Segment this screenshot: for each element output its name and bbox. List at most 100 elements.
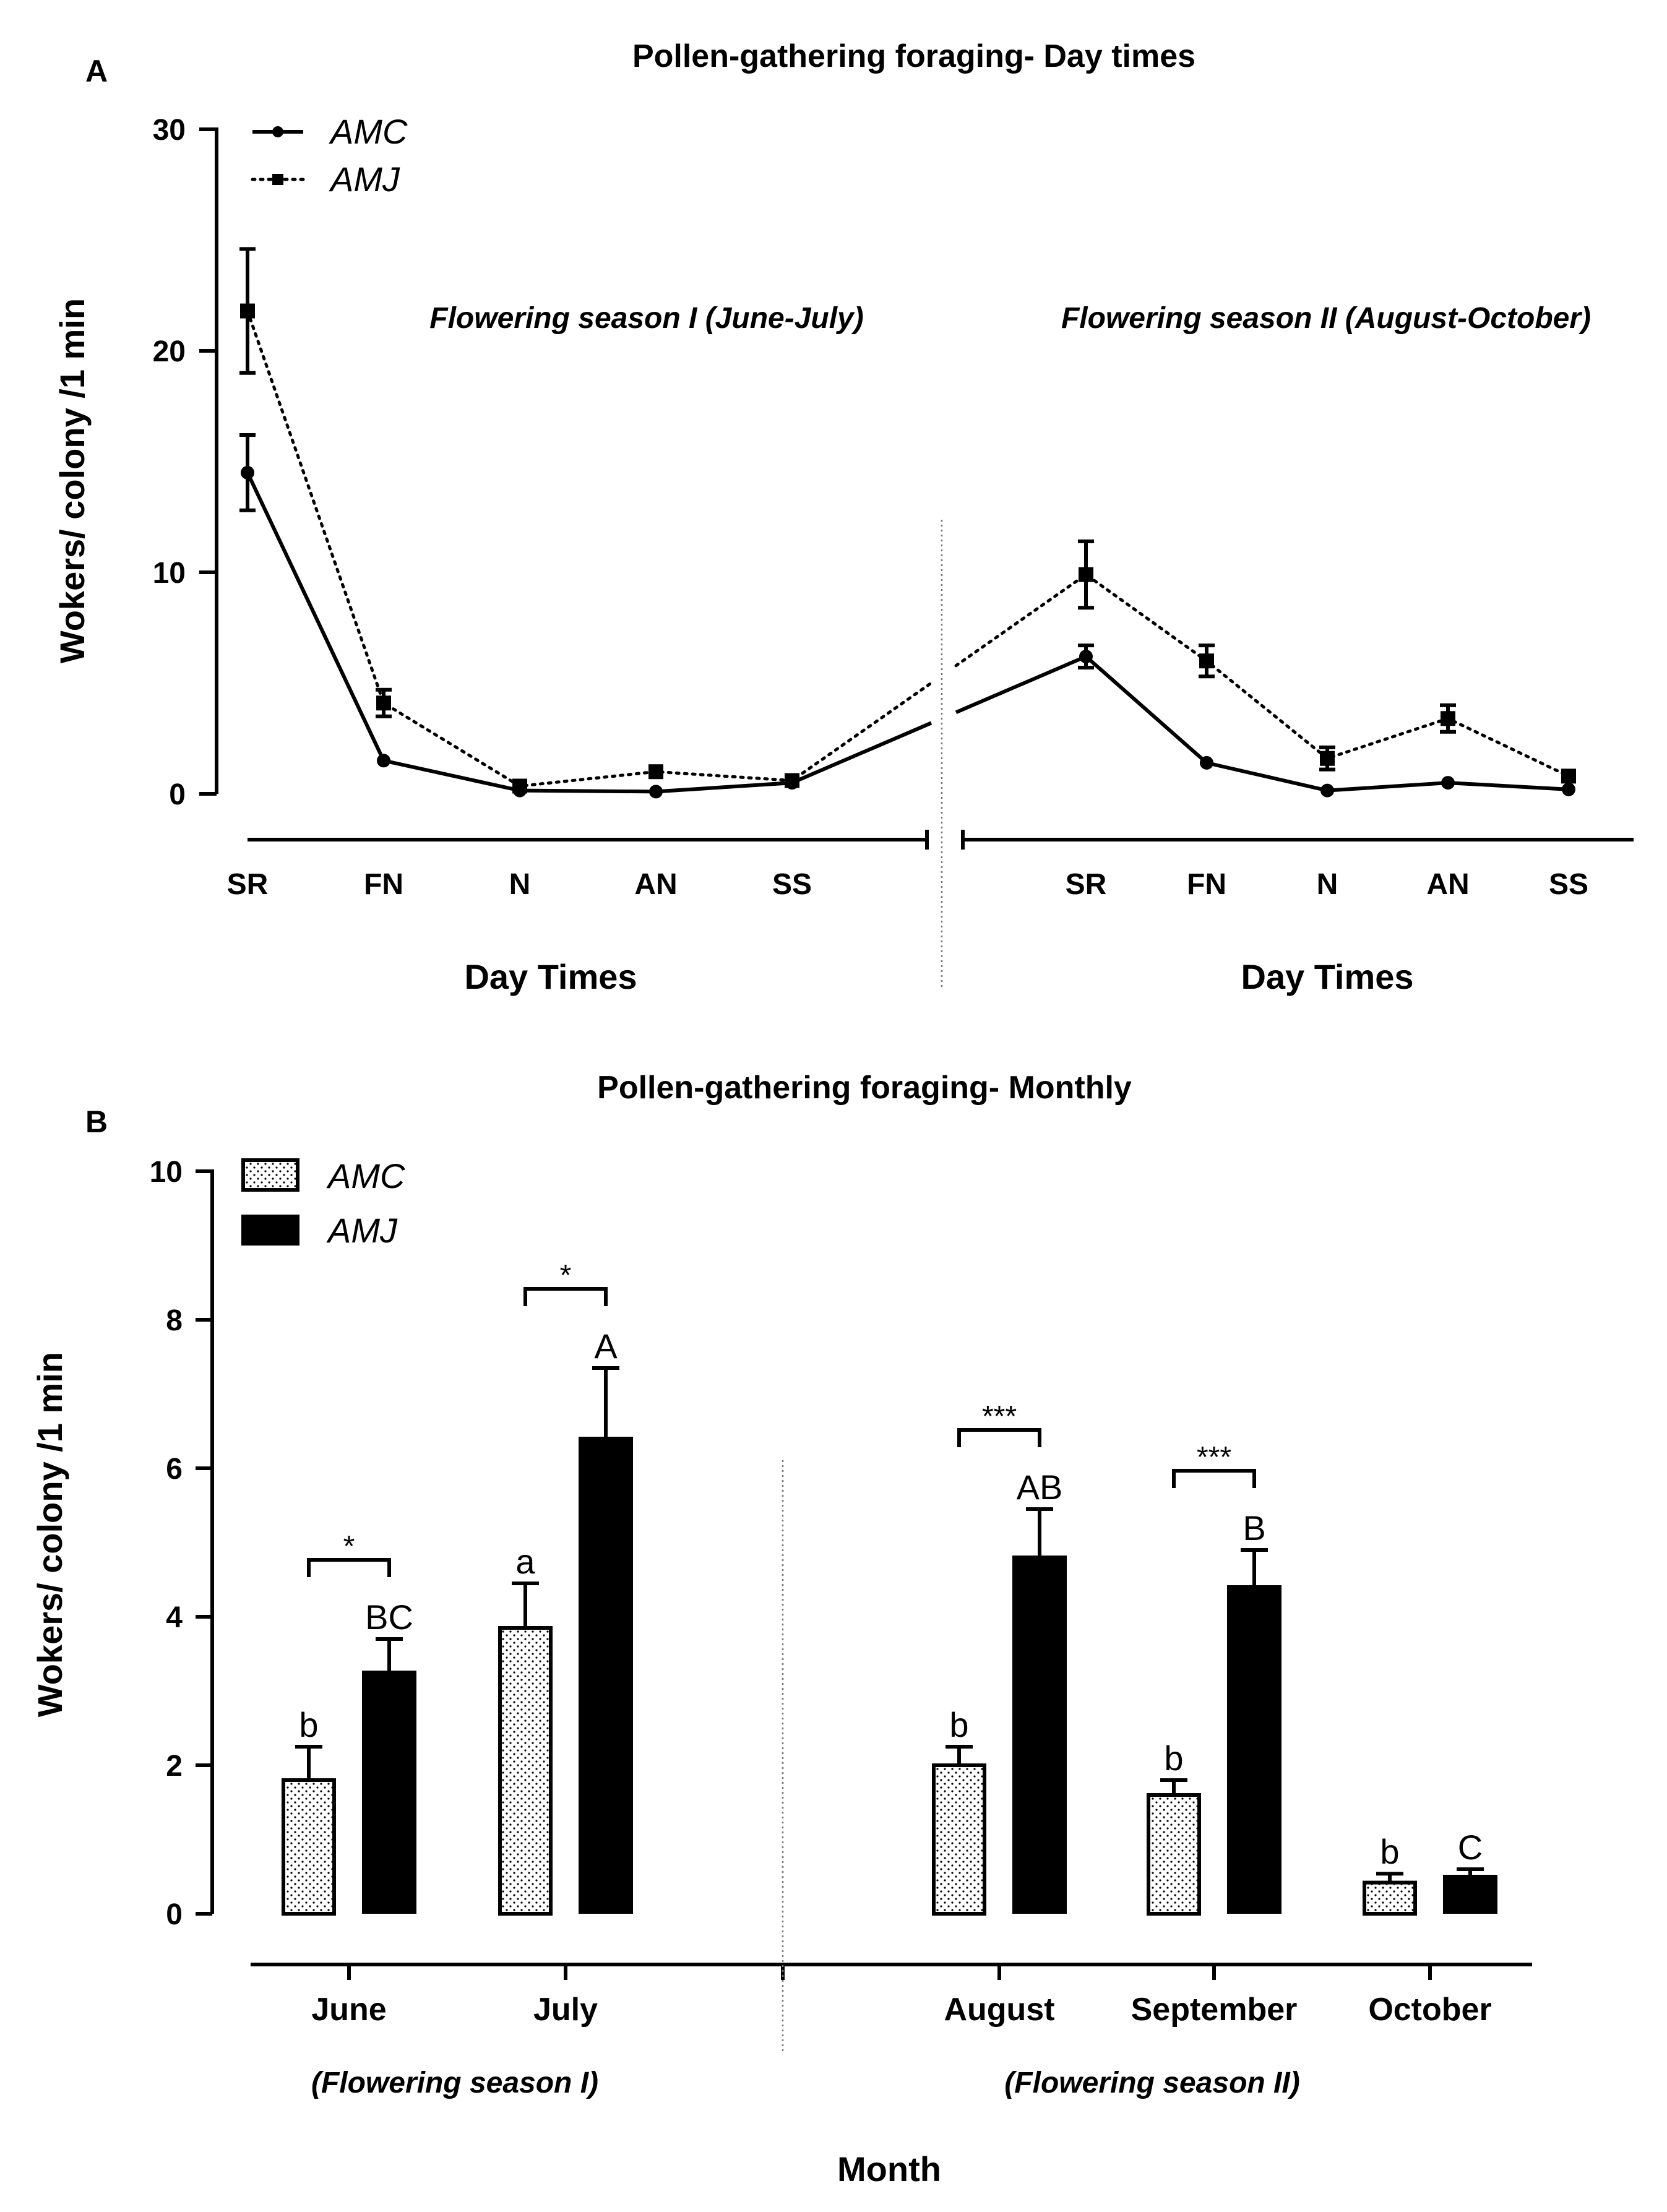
panel-b-y-tick-4: 4 (166, 1601, 183, 1634)
panel-a-amj-s2-ss-point (1561, 768, 1576, 784)
panel-b-bar-amc-october (1363, 1880, 1417, 1916)
panel-a-x-axis-title-1: Day Times (464, 957, 637, 996)
legend-amj-marker (272, 174, 283, 185)
panel-b-bar-amc-july-letter: a (515, 1542, 535, 1581)
panel-a-amj-s2-an-point (1441, 711, 1455, 726)
panel-b-bar-amj-september-letter: B (1243, 1508, 1265, 1547)
panel-a-amc-s2-an-point (1441, 776, 1455, 790)
panel-a-amc-s1-an-point (649, 785, 663, 799)
legend-amj-label: AMJ (326, 1211, 398, 1250)
panel-a-y-tick-30: 30 (153, 114, 186, 147)
panel-b-season-2-label: (Flowering season II) (1004, 2067, 1299, 2099)
panel-a-y-tick-10: 10 (153, 557, 186, 590)
panel-a-x-tick-label-sr: SR (1066, 868, 1107, 901)
panel-a-legend: AMC AMJ (251, 112, 408, 199)
panel-a: A Pollen-gathering foraging- Day times W… (53, 38, 1591, 996)
panel-a-amc-s2-fn-point (1200, 755, 1213, 770)
panel-b-significance-label-june: * (343, 1530, 355, 1563)
panel-b-significance-bracket-july (523, 1287, 608, 1306)
panel-a-series-line-amj-season-2 (954, 572, 1570, 778)
panel-b-bar-amc-october-letter: b (1380, 1832, 1399, 1871)
panel-a-x-tick-label-n: N (509, 868, 531, 901)
panel-b-bar-amc-september (1147, 1793, 1201, 1916)
panel-a-x-tick-label-fn: FN (364, 868, 403, 901)
panel-b-x-axis-title: Month (837, 2150, 941, 2188)
panel-b-bar-amj-august (1012, 1556, 1067, 1914)
panel-a-amc-s1-fn-point (377, 754, 390, 768)
panel-b-season-1-label: (Flowering season I) (311, 2067, 598, 2099)
panel-a-amc-s1-sr-point (241, 465, 254, 480)
legend-amc-label: AMC (329, 112, 408, 151)
panel-a-series-line-amj-season-1 (246, 309, 933, 788)
panel-b-bar-amc-august (932, 1763, 986, 1916)
panel-b-bar-amc-august-letter: b (949, 1705, 968, 1744)
legend-amj-swatch (241, 1215, 299, 1246)
panel-b-title: Pollen-gathering foraging- Monthly (597, 1070, 1132, 1106)
panel-a-x-tick-label-sr: SR (227, 868, 269, 901)
panel-b-y-tick-6: 6 (166, 1453, 183, 1486)
panel-a-amc-s2-sr-point (1079, 650, 1093, 664)
panel-b-bar-amj-july-letter: A (594, 1327, 618, 1366)
panel-a-x-axis-title-2: Day Times (1241, 957, 1413, 996)
panel-a-amj-s1-fn-point (376, 695, 391, 711)
panel-b-y-tick-8: 8 (166, 1304, 183, 1337)
panel-a-amj-s1-an-point (648, 764, 663, 780)
panel-a-season-1-label: Flowering season I (June-July) (429, 302, 863, 335)
chart-marks: SR FN N AN SS SR FN N AN SS June July August Septembe… (196, 127, 1634, 2054)
panel-b-y-axis-title: Wokers/ colony /1 min (30, 1352, 69, 1717)
panel-a-amj-s1-sr-point (240, 303, 255, 319)
panel-b-x-tick-label-july: July (533, 1992, 598, 2028)
panel-b-bar-amc-june-letter: b (299, 1705, 318, 1744)
legend-amc-swatch (241, 1158, 299, 1192)
panel-b-significance-bracket-august (957, 1428, 1041, 1447)
panel-a-series-line-amc-season-1 (246, 471, 933, 794)
panel-a-amj-s2-sr-point (1079, 567, 1093, 582)
panel-a-letter: A (85, 54, 108, 88)
panel-b-y-tick-10: 10 (150, 1156, 183, 1189)
panel-b-significance-bracket-june (307, 1558, 391, 1577)
panel-a-y-axis-title: Wokers/ colony /1 min (53, 298, 92, 663)
panel-a-x-tick-label-ss: SS (1549, 868, 1588, 901)
panel-b-significance-label-september: *** (1197, 1441, 1231, 1474)
panel-b-bar-amj-october (1443, 1875, 1497, 1914)
legend-amj-label: AMJ (329, 160, 400, 199)
panel-b-significance-label-august: *** (982, 1400, 1017, 1433)
panel-a-season-2-label: Flowering season II (August-October) (1061, 302, 1591, 335)
panel-a-amc-s2-n-point (1320, 783, 1334, 798)
panel-b-bar-amj-june (362, 1671, 416, 1914)
panel-b-x-tick-label-august: August (944, 1992, 1054, 2028)
panel-b-y-tick-2: 2 (166, 1750, 183, 1783)
panel-b-bar-amj-june-letter: BC (365, 1598, 413, 1637)
panel-b-significance-bracket-september (1172, 1469, 1256, 1488)
panel-b: B Pollen-gathering foraging- Monthly Wok… (30, 1070, 1300, 2188)
panel-b-bar-amj-september (1227, 1585, 1281, 1914)
panel-a-amj-s2-fn-point (1199, 653, 1214, 669)
panel-a-x-tick-label-fn: FN (1187, 868, 1226, 901)
panel-b-bar-amj-july (579, 1437, 633, 1914)
panel-b-bar-amc-july (498, 1626, 553, 1916)
legend-amc-label: AMC (326, 1156, 405, 1195)
panel-a-y-tick-20: 20 (153, 335, 186, 368)
legend-amc-marker (272, 126, 283, 137)
panel-b-bar-amc-june (282, 1778, 336, 1916)
panel-b-x-tick-label-june: June (311, 1992, 386, 2028)
panel-b-significance-label-july: * (560, 1259, 572, 1292)
panel-a-x-tick-label-an: AN (1426, 868, 1469, 901)
panel-b-bar-amj-october-letter: C (1458, 1828, 1483, 1867)
panel-a-amj-s2-n-point (1320, 751, 1335, 766)
panel-a-amj-s1-ss-point (785, 773, 799, 788)
panel-a-y-tick-0: 0 (169, 778, 186, 811)
panel-a-title: Pollen-gathering foraging- Day times (632, 38, 1195, 74)
panel-b-legend: AMC AMJ (241, 1156, 405, 1250)
panel-b-bar-amc-september-letter: b (1164, 1739, 1183, 1778)
panel-a-amc-s2-ss-point (1562, 782, 1575, 796)
panel-b-letter: B (85, 1104, 108, 1139)
panel-a-amj-s1-n-point (512, 778, 527, 794)
panel-a-series-line-amc-season-2 (955, 655, 1569, 793)
panel-a-x-tick-label-an: AN (634, 868, 677, 901)
panel-b-x-tick-label-october: October (1368, 1992, 1491, 2028)
panel-b-y-tick-0: 0 (166, 1898, 183, 1931)
panel-b-bar-amj-august-letter: AB (1017, 1468, 1063, 1507)
panel-b-x-tick-label-september: September (1131, 1992, 1298, 2028)
